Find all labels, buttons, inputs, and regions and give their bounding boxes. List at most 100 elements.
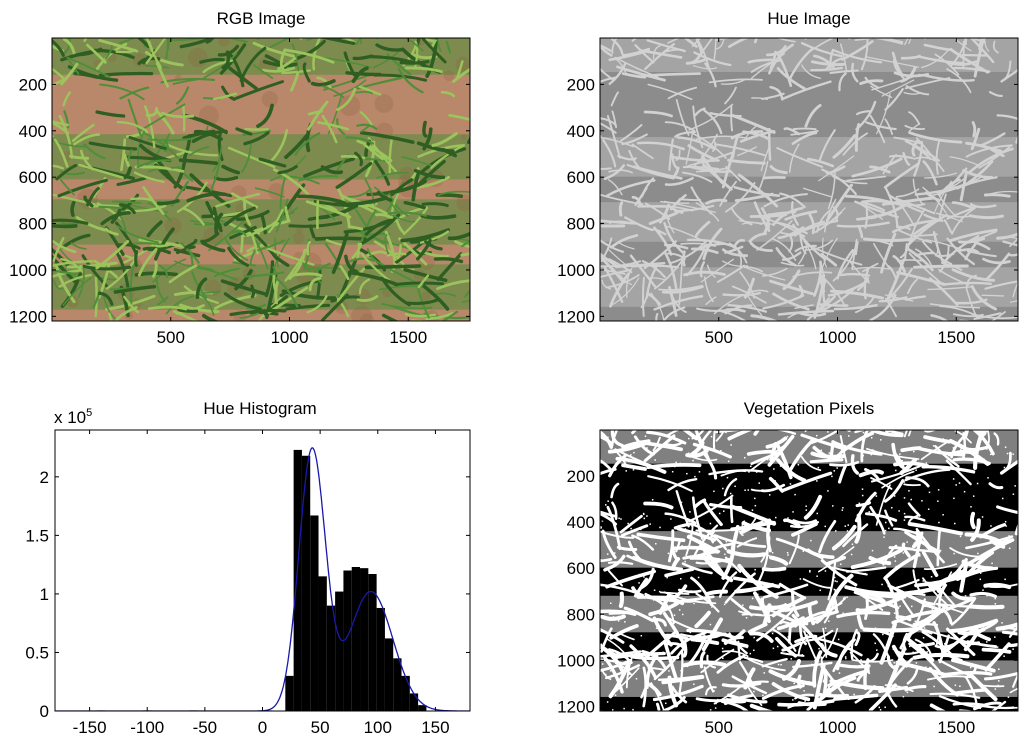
- leaf-blade: [952, 66, 991, 73]
- leaf-blade: [969, 511, 976, 530]
- leaf-blade: [893, 136, 922, 145]
- leaf-blade: [436, 279, 470, 291]
- leaf-blade: [884, 684, 914, 693]
- leaf-blade: [760, 207, 770, 229]
- leaf-blade: [678, 650, 684, 696]
- mask-speckle: [817, 466, 820, 469]
- mask-speckle: [912, 450, 915, 453]
- leaf-blade: [899, 457, 917, 476]
- mask-speckle: [742, 604, 744, 606]
- leaf-blade: [179, 303, 220, 314]
- leaf-blade: [908, 213, 948, 245]
- leaf-blade: [772, 238, 797, 261]
- leaf-blade: [605, 274, 640, 289]
- leaf-blade: [776, 146, 824, 168]
- leaf-blade: [666, 213, 675, 234]
- leaf-blade: [781, 80, 832, 101]
- leaf-blade: [127, 98, 142, 137]
- leaf-blade: [52, 119, 69, 127]
- mask-speckle: [942, 514, 944, 516]
- leaf-blade: [284, 206, 290, 222]
- leaf-blade: [614, 383, 617, 426]
- leaf-blade: [883, 552, 921, 581]
- leaf-blade: [776, 458, 807, 483]
- mask-speckle: [633, 451, 635, 454]
- leaf-blade: [704, 589, 728, 597]
- leaf-blade: [854, 430, 867, 434]
- leaf-blade: [766, 45, 787, 57]
- subplot-hue-image: Hue Image 500 1000 1500 200 400 600 800 1000 120…: [557, 9, 1019, 347]
- leaf-blade: [964, 532, 1003, 545]
- leaf-blade: [347, 270, 399, 287]
- leaf-blade: [723, 477, 738, 497]
- leaf-blade: [355, 90, 373, 95]
- leaf-blade: [52, 139, 87, 148]
- leaf-blade: [615, 59, 628, 75]
- leaf-blade: [907, 502, 921, 517]
- leaf-blade: [776, 67, 806, 90]
- leaf-blade: [337, 38, 342, 41]
- leaf-blade: [685, 129, 694, 165]
- leaf-blade: [667, 478, 698, 492]
- leaf-blade: [892, 254, 906, 273]
- mask-speckle: [902, 695, 905, 698]
- leaf-blade: [347, 188, 372, 198]
- mask-speckle: [871, 549, 874, 552]
- leaf-blade: [779, 231, 795, 236]
- leaf-blade: [688, 494, 734, 523]
- hue-ytick-label: 400: [567, 122, 595, 141]
- leaf-blade: [666, 430, 681, 437]
- leaf-blade: [823, 589, 837, 624]
- leaf-blade: [816, 208, 832, 233]
- leaf-blade: [917, 446, 966, 457]
- leaf-blade: [791, 591, 800, 617]
- leaf-blade: [601, 529, 617, 559]
- leaf-blade: [835, 638, 855, 671]
- leaf-blade: [387, 212, 416, 223]
- leaf-blade: [600, 558, 613, 563]
- leaf-blade: [907, 248, 934, 272]
- leaf-blade: [791, 200, 800, 226]
- leaf-blade: [856, 614, 864, 630]
- mask-speckle: [713, 690, 715, 692]
- mask-speckle: [906, 541, 908, 543]
- leaf-blade: [942, 235, 980, 265]
- leaf-blade: [73, 133, 101, 146]
- leaf-blade: [727, 158, 766, 165]
- mask-speckle: [901, 460, 904, 462]
- leaf-blade: [416, 141, 455, 154]
- mask-speckle: [986, 641, 988, 643]
- leaf-blade: [173, 248, 201, 258]
- mask-speckle: [610, 602, 612, 604]
- leaf-blade: [865, 121, 897, 131]
- leaf-blade: [1008, 625, 1018, 638]
- leaf-blade: [783, 600, 818, 613]
- leaf-blade: [320, 165, 343, 175]
- leaf-blade: [223, 292, 262, 311]
- leaf-blade: [938, 178, 961, 196]
- leaf-blade: [55, 163, 78, 181]
- leaf-blade: [907, 638, 935, 663]
- leaf-blade: [1004, 60, 1012, 80]
- mask-speckle: [814, 659, 816, 662]
- leaf-blade: [436, 3, 471, 32]
- leaf-blade: [963, 38, 968, 46]
- leaf-blade: [699, 261, 706, 278]
- leaf-blade: [990, 148, 1005, 158]
- rgb-xtick-label: 1000: [271, 328, 309, 347]
- leaf-blade: [888, 546, 914, 551]
- leaf-blade: [625, 268, 633, 298]
- leaf-blade: [712, 430, 716, 452]
- leaf-blade: [855, 100, 877, 131]
- leaf-blade: [833, 693, 879, 701]
- mask-speckle: [741, 524, 743, 526]
- leaf-blade: [803, 630, 817, 660]
- leaf-blade: [1015, 134, 1018, 144]
- leaf-blade: [921, 577, 947, 605]
- leaf-blade: [231, 230, 247, 237]
- mask-speckle: [667, 552, 670, 555]
- leaf-blade: [618, 632, 635, 641]
- leaf-blade: [695, 135, 747, 140]
- leaf-blade: [274, 276, 299, 308]
